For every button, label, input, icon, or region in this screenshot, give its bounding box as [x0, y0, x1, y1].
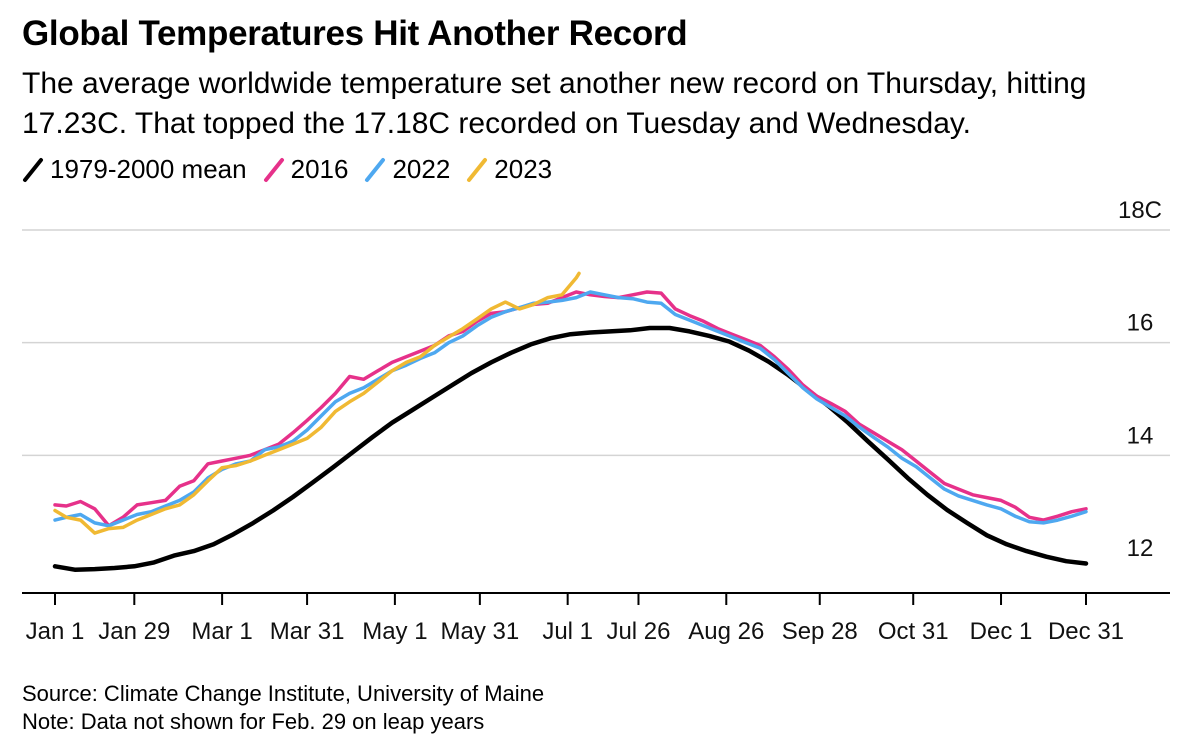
legend-label-2023: 2023 — [494, 154, 553, 184]
chart-title: Global Temperatures Hit Another Record — [22, 14, 688, 53]
series-layer — [52, 271, 1089, 572]
chart-subtitle: The average worldwide temperature set an… — [22, 67, 1087, 140]
x-tick-label: Mar 31 — [270, 618, 345, 645]
legend: 1979-2000 mean 2016 2022 2023 — [22, 154, 568, 185]
x-tick-label: Mar 1 — [191, 618, 252, 645]
source-note: Source: Climate Change Institute, Univer… — [22, 681, 545, 706]
x-tick-label: Oct 31 — [878, 618, 949, 645]
x-tick-label: Dec 1 — [970, 618, 1033, 645]
grid-layer — [22, 229, 1170, 457]
x-tick-label: Aug 26 — [688, 618, 764, 645]
x-tick-label: May 1 — [362, 618, 427, 645]
y-tick-label: 16 — [1127, 310, 1154, 337]
legend-swatch-line — [23, 157, 43, 182]
legend-item-mean: 1979-2000 mean — [22, 154, 247, 185]
y-tick-label: 14 — [1127, 422, 1154, 449]
legend-item-2023: 2023 — [466, 154, 552, 185]
legend-swatch-line — [263, 157, 284, 182]
x-tick-label: Jan 1 — [26, 618, 85, 645]
x-tick-label: Jul 1 — [542, 618, 593, 645]
legend-swatch-line — [365, 157, 386, 182]
legend-swatch-2023 — [467, 157, 488, 182]
line-chart: 12 14 16 18C Jan 1 Jan 29 Mar 1 Mar 31 May 1 May … — [22, 197, 1170, 645]
legend-label-2016: 2016 — [290, 154, 349, 184]
series-line-2023 — [53, 271, 581, 535]
y-tick-label: 12 — [1127, 535, 1154, 562]
legend-swatch-line — [467, 157, 488, 182]
data-note: Note: Data not shown for Feb. 29 on leap… — [22, 709, 485, 734]
series-line-2022 — [53, 290, 1088, 528]
x-tick-label: May 31 — [441, 618, 520, 645]
footer: Source: Climate Change Institute, Univer… — [22, 680, 544, 736]
legend-item-2022: 2022 — [364, 154, 450, 185]
x-tick-label: Jan 29 — [98, 618, 170, 645]
series-line-1979-2000-mean — [52, 325, 1089, 572]
legend-swatch-2016 — [263, 157, 284, 182]
y-tick-label: 18C — [1118, 197, 1162, 224]
legend-label-2022: 2022 — [392, 154, 451, 184]
x-tick-label: Dec 31 — [1048, 618, 1124, 645]
axis-layer: 12 14 16 18C Jan 1 Jan 29 Mar 1 Mar 31 May 1 May … — [22, 197, 1170, 645]
legend-label-mean: 1979-2000 mean — [50, 154, 247, 184]
legend-item-2016: 2016 — [263, 154, 349, 185]
x-tick-label: Jul 26 — [606, 618, 670, 645]
series-line-2016 — [53, 290, 1088, 528]
legend-swatch-mean — [23, 157, 43, 182]
x-tick-label: Sep 28 — [782, 618, 858, 645]
legend-swatch-2022 — [365, 157, 386, 182]
